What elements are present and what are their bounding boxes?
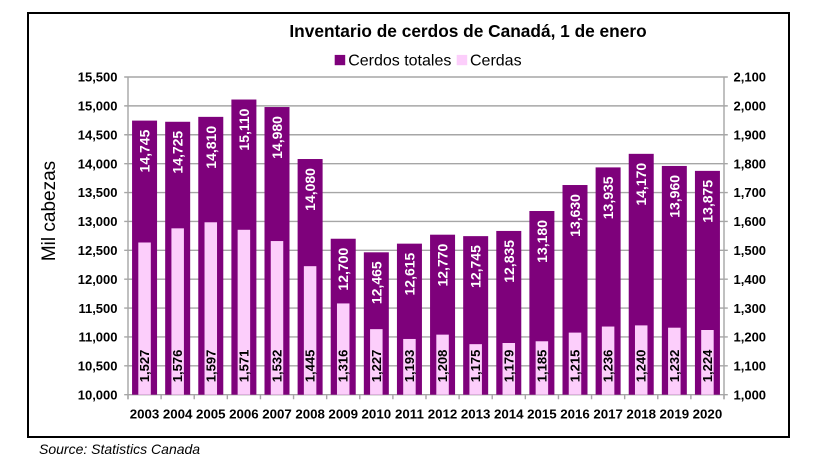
svg-text:15,500: 15,500: [78, 70, 118, 85]
svg-text:1,236: 1,236: [601, 350, 616, 383]
svg-text:2016: 2016: [560, 407, 590, 422]
svg-text:1,224: 1,224: [700, 349, 715, 382]
svg-text:1,100: 1,100: [734, 359, 767, 374]
svg-text:12,745: 12,745: [468, 245, 484, 288]
svg-text:1,800: 1,800: [734, 156, 767, 171]
svg-text:Source: Statistics Canada: Source: Statistics Canada: [39, 441, 200, 457]
svg-text:2014: 2014: [494, 407, 524, 422]
svg-text:1,175: 1,175: [468, 350, 483, 383]
svg-text:1,240: 1,240: [634, 350, 649, 383]
svg-text:1,208: 1,208: [435, 350, 450, 383]
svg-text:1,185: 1,185: [534, 350, 549, 383]
svg-text:13,935: 13,935: [600, 176, 616, 219]
svg-text:14,170: 14,170: [633, 163, 649, 206]
svg-text:2019: 2019: [660, 407, 690, 422]
svg-text:2011: 2011: [395, 407, 424, 422]
svg-text:10,000: 10,000: [78, 387, 118, 402]
svg-text:11,000: 11,000: [78, 330, 117, 345]
svg-text:Cerdas: Cerdas: [470, 53, 522, 70]
svg-text:13,180: 13,180: [534, 220, 550, 263]
svg-text:2010: 2010: [362, 407, 392, 422]
svg-text:13,000: 13,000: [78, 214, 118, 229]
svg-text:2013: 2013: [461, 407, 491, 422]
svg-text:12,770: 12,770: [435, 243, 451, 286]
svg-text:Mil cabezas: Mil cabezas: [39, 161, 60, 261]
svg-text:12,835: 12,835: [501, 240, 517, 283]
svg-text:14,080: 14,080: [302, 168, 318, 211]
svg-text:1,200: 1,200: [734, 330, 767, 345]
svg-text:Inventario de cerdos de Canadá: Inventario de cerdos de Canadá, 1 de ene…: [289, 21, 646, 41]
svg-text:2,000: 2,000: [734, 99, 767, 114]
svg-text:1,532: 1,532: [270, 350, 285, 383]
svg-text:1,179: 1,179: [501, 350, 516, 383]
svg-text:1,527: 1,527: [137, 350, 152, 383]
svg-text:1,400: 1,400: [734, 272, 767, 287]
svg-text:14,725: 14,725: [170, 131, 186, 174]
svg-text:14,500: 14,500: [78, 127, 118, 142]
svg-text:1,227: 1,227: [369, 350, 384, 383]
svg-text:2012: 2012: [428, 407, 458, 422]
svg-text:10,500: 10,500: [78, 359, 118, 374]
svg-text:2020: 2020: [693, 407, 723, 422]
svg-text:1,232: 1,232: [667, 350, 682, 383]
svg-text:14,000: 14,000: [78, 156, 118, 171]
svg-text:11,500: 11,500: [78, 301, 117, 316]
svg-text:12,465: 12,465: [368, 261, 384, 304]
svg-text:2017: 2017: [593, 407, 623, 422]
svg-text:12,615: 12,615: [401, 252, 417, 295]
svg-text:1,900: 1,900: [734, 127, 767, 142]
svg-text:2008: 2008: [295, 407, 325, 422]
svg-text:1,300: 1,300: [734, 301, 767, 316]
svg-text:12,000: 12,000: [78, 272, 118, 287]
svg-text:1,576: 1,576: [170, 350, 185, 383]
svg-text:13,960: 13,960: [666, 175, 682, 218]
svg-text:1,700: 1,700: [734, 185, 767, 200]
svg-text:2004: 2004: [163, 407, 193, 422]
svg-text:1,571: 1,571: [236, 350, 251, 383]
svg-text:2005: 2005: [196, 407, 226, 422]
svg-text:14,745: 14,745: [137, 129, 153, 172]
svg-text:15,000: 15,000: [78, 99, 118, 114]
svg-text:14,810: 14,810: [203, 126, 219, 169]
svg-text:2003: 2003: [130, 407, 160, 422]
svg-text:12,500: 12,500: [78, 243, 118, 258]
svg-text:2,100: 2,100: [734, 70, 767, 85]
svg-text:15,110: 15,110: [236, 108, 252, 150]
svg-text:1,445: 1,445: [303, 350, 318, 383]
svg-text:2015: 2015: [527, 407, 557, 422]
svg-text:1,193: 1,193: [402, 350, 417, 383]
svg-text:1,316: 1,316: [336, 350, 351, 383]
svg-text:14,980: 14,980: [269, 116, 285, 159]
svg-text:2006: 2006: [229, 407, 259, 422]
svg-text:Cerdos totales: Cerdos totales: [348, 53, 451, 70]
svg-text:12,700: 12,700: [335, 248, 351, 291]
svg-text:13,500: 13,500: [78, 185, 118, 200]
svg-text:13,875: 13,875: [699, 180, 715, 223]
svg-text:1,000: 1,000: [734, 387, 767, 402]
svg-text:1,600: 1,600: [734, 214, 767, 229]
svg-text:13,630: 13,630: [567, 194, 583, 237]
svg-text:2009: 2009: [328, 407, 358, 422]
svg-text:1,597: 1,597: [203, 350, 218, 383]
svg-text:1,500: 1,500: [734, 243, 767, 258]
svg-text:2007: 2007: [262, 407, 292, 422]
svg-text:1,215: 1,215: [568, 350, 583, 383]
svg-text:2018: 2018: [626, 407, 656, 422]
